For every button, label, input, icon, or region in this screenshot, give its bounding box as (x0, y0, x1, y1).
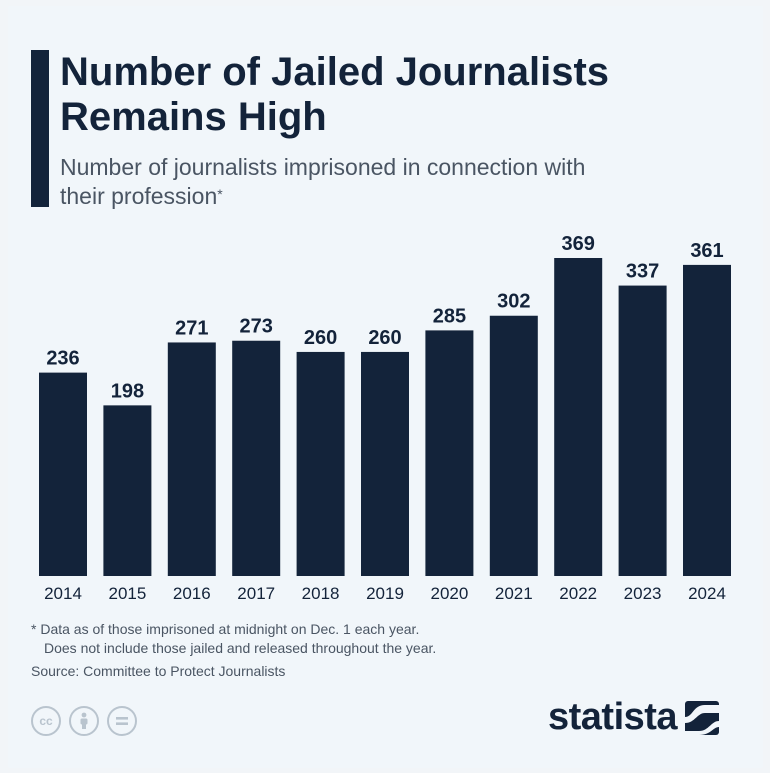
x-tick-label-2019: 2019 (366, 584, 404, 603)
bar-2016 (167, 342, 216, 576)
cc-icon[interactable]: cc (31, 706, 61, 736)
chart-title: Number of Jailed Journalists Remains Hig… (60, 50, 610, 139)
statista-mark-icon (685, 700, 720, 735)
license-icons: cc (31, 706, 137, 736)
title-accent-bar (31, 50, 49, 207)
value-label-2016: 271 (175, 317, 208, 339)
bar-2023 (618, 285, 667, 576)
value-label-2015: 198 (111, 380, 144, 402)
x-tick-label-2023: 2023 (624, 584, 662, 603)
x-tick-label-2021: 2021 (495, 584, 533, 603)
x-tick-label-2018: 2018 (302, 584, 340, 603)
footnote-line-2: Does not include those jailed and releas… (44, 640, 437, 656)
bar-2019 (361, 351, 409, 576)
bar-2017 (232, 340, 281, 576)
chart-subtitle: Number of journalists imprisoned in conn… (60, 153, 620, 211)
source-note: Source: Committee to Protect Journalists (31, 663, 286, 679)
x-tick-label-2016: 2016 (173, 584, 211, 603)
value-label-2014: 236 (46, 348, 79, 370)
x-tick-label-2022: 2022 (559, 584, 597, 603)
subtitle-text: Number of journalists imprisoned in conn… (60, 154, 586, 209)
x-tick-label-2014: 2014 (44, 584, 82, 603)
x-tick-label-2015: 2015 (108, 584, 146, 603)
statista-logo-text: statista (548, 696, 678, 738)
subtitle-footnote-mark: * (217, 186, 223, 202)
footnote: * Data as of those imprisoned at midnigh… (31, 620, 631, 658)
value-label-2024: 361 (690, 240, 723, 262)
footnote-line-1: * Data as of those imprisoned at midnigh… (31, 621, 420, 637)
value-label-2023: 337 (626, 261, 659, 283)
bar-2022 (554, 258, 603, 576)
value-label-2017: 273 (240, 316, 273, 338)
value-label-2019: 260 (368, 327, 401, 349)
no-derivatives-icon[interactable] (107, 706, 137, 736)
value-label-2018: 260 (304, 327, 337, 349)
x-tick-label-2024: 2024 (688, 584, 726, 603)
x-tick-label-2017: 2017 (237, 584, 275, 603)
bar-chart: 236 2014 198 2015 271 2016 273 2017 260 2018 260 20… (39, 233, 731, 603)
value-label-2021: 302 (497, 291, 530, 313)
attribution-icon[interactable] (69, 706, 99, 736)
statista-logo[interactable]: statista (548, 696, 720, 739)
bar-2015 (103, 405, 152, 576)
bar-2024 (683, 264, 731, 576)
bar-2018 (296, 351, 345, 576)
bar-2021 (489, 315, 538, 576)
bar-2014 (39, 372, 87, 576)
x-tick-label-2020: 2020 (430, 584, 468, 603)
bar-2020 (425, 330, 474, 576)
value-label-2020: 285 (433, 305, 466, 327)
value-label-2022: 369 (562, 233, 595, 255)
